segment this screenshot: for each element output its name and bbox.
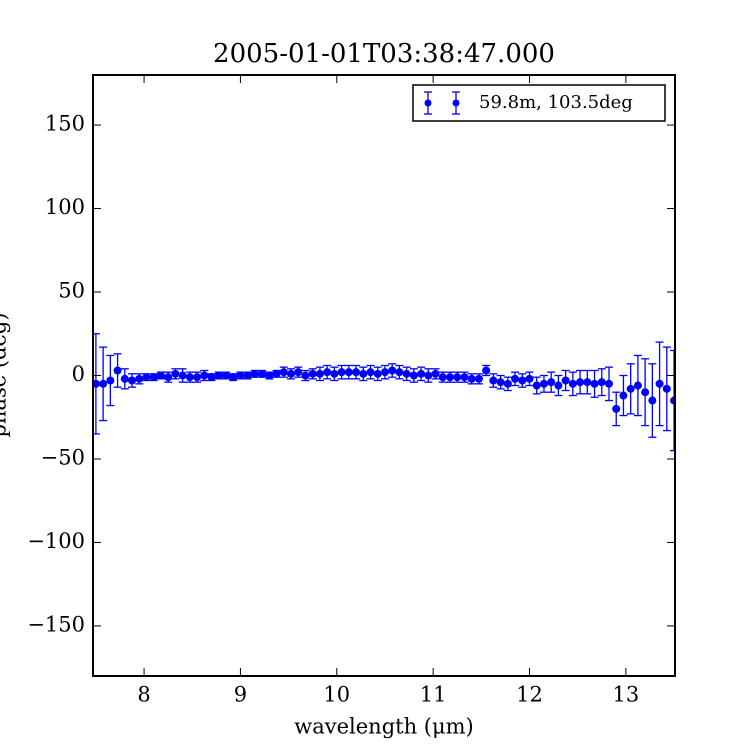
data-point [149, 373, 158, 382]
legend-label: 59.8m, 103.5deg [479, 92, 633, 113]
y-tick-label: 100 [45, 195, 85, 219]
data-point [417, 369, 426, 378]
data-point [662, 384, 671, 393]
data-point [135, 374, 144, 383]
data-point [453, 373, 462, 382]
y-tick-label: −50 [41, 445, 85, 469]
data-point [388, 366, 397, 375]
data-point [633, 381, 642, 390]
chart-title: 2005-01-01T03:38:47.000 [213, 39, 555, 69]
data-point [344, 368, 353, 377]
data-point [337, 368, 346, 377]
data-point [236, 371, 245, 380]
data-point [229, 373, 238, 382]
data-point [359, 369, 368, 378]
data-point [106, 376, 115, 385]
data-point [250, 369, 259, 378]
data-point [272, 369, 281, 378]
data-point [128, 376, 137, 385]
data-point [446, 373, 455, 382]
data-point [142, 373, 151, 382]
data-point [467, 374, 476, 383]
data-point [612, 404, 621, 413]
x-axis-label: wavelength (μm) [294, 715, 473, 739]
data-point [301, 371, 310, 380]
data-point [99, 379, 108, 388]
data-point [156, 371, 165, 380]
data-point [120, 374, 129, 383]
x-tick-label: 13 [612, 683, 639, 707]
legend-symbol [452, 99, 460, 107]
x-tick-label: 8 [137, 683, 150, 707]
data-point [489, 376, 498, 385]
data-point [366, 368, 375, 377]
data-point [402, 369, 411, 378]
x-tick-label: 10 [323, 683, 350, 707]
data-point [395, 368, 404, 377]
data-point [243, 371, 252, 380]
data-point [641, 388, 650, 397]
data-point [583, 378, 592, 387]
data-point [482, 366, 491, 375]
data-point [380, 368, 389, 377]
data-point [113, 366, 122, 375]
data-point [315, 369, 324, 378]
data-point [597, 378, 606, 387]
y-tick-label: 150 [45, 112, 85, 136]
data-point [576, 378, 585, 387]
data-point [164, 373, 173, 382]
data-point [626, 384, 635, 393]
data-point [409, 371, 418, 380]
data-point [214, 371, 223, 380]
data-point [539, 379, 548, 388]
data-point [258, 369, 267, 378]
data-point [518, 376, 527, 385]
data-point [460, 373, 469, 382]
data-point [171, 369, 180, 378]
data-point [279, 368, 288, 377]
data-point [648, 396, 657, 405]
y-tick-label: −150 [27, 612, 85, 636]
y-tick-label: −100 [27, 529, 85, 553]
data-point [207, 373, 216, 382]
data-point [431, 369, 440, 378]
data-point [496, 378, 505, 387]
data-point [568, 379, 577, 388]
data-point [525, 374, 534, 383]
data-point [604, 379, 613, 388]
data-point [323, 368, 332, 377]
data-point [265, 371, 274, 380]
x-tick-label: 11 [420, 683, 447, 707]
data-point [561, 376, 570, 385]
data-point [193, 373, 202, 382]
data-point [438, 373, 447, 382]
data-point [352, 368, 361, 377]
data-point [308, 369, 317, 378]
data-point [200, 371, 209, 380]
data-point [547, 378, 556, 387]
legend-symbol [424, 99, 432, 107]
y-tick-label: 0 [72, 362, 85, 386]
data-point [221, 371, 230, 380]
data-point [424, 371, 433, 380]
data-point [554, 381, 563, 390]
data-point [178, 371, 187, 380]
data-point [503, 379, 512, 388]
y-tick-label: 50 [58, 279, 85, 303]
data-point [590, 379, 599, 388]
data-point [619, 391, 628, 400]
x-tick-label: 12 [516, 683, 543, 707]
data-point [294, 368, 303, 377]
x-tick-label: 9 [234, 683, 247, 707]
data-point [655, 379, 664, 388]
data-point [511, 374, 520, 383]
data-point [185, 373, 194, 382]
data-point [373, 369, 382, 378]
data-point [330, 369, 339, 378]
data-point [532, 381, 541, 390]
data-point [474, 374, 483, 383]
y-axis-label: phase (deg) [0, 312, 11, 437]
data-point [287, 369, 296, 378]
